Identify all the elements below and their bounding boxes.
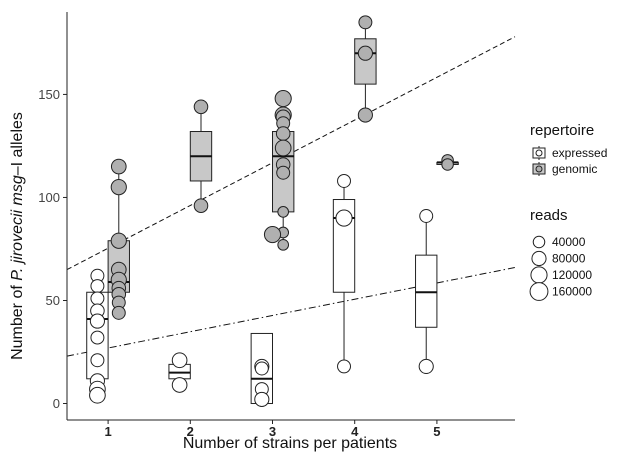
y-tick-label: 150 (38, 87, 60, 102)
legend-title-reads: reads (530, 207, 568, 224)
legend-size-label: 160000 (552, 285, 592, 299)
legend-size-circle (531, 250, 547, 267)
data-point-genomic (277, 239, 290, 251)
data-point-expressed (171, 352, 188, 369)
data-point-genomic (357, 107, 373, 123)
data-point-genomic (441, 158, 454, 171)
data-point-expressed (90, 291, 105, 306)
y-tick-label: 100 (38, 190, 60, 205)
legend-key-point-genomic (535, 165, 543, 173)
legend-size-label: 80000 (552, 252, 586, 266)
legend-size-label: 40000 (552, 235, 586, 249)
data-point-expressed (335, 209, 353, 227)
data-point-expressed (337, 359, 351, 374)
data-point-genomic (263, 225, 282, 244)
legend-label-expressed: expressed (552, 146, 607, 160)
data-point-genomic (357, 45, 373, 61)
y-tick-label: 50 (46, 293, 60, 308)
trend-line-expressed (66, 267, 516, 357)
data-point-genomic (110, 158, 127, 175)
y-axis-title: Number of P. jirovecii msg–I alleles (9, 112, 26, 360)
legend-label-genomic: genomic (552, 162, 597, 176)
data-point-expressed (90, 279, 105, 294)
data-point-genomic (111, 305, 126, 320)
legend-size-circle (532, 235, 546, 249)
data-point-expressed (171, 377, 188, 393)
legend-size-circle (530, 266, 548, 284)
data-point-genomic (193, 99, 209, 115)
data-point-genomic (274, 139, 292, 157)
x-tick-label: 1 (104, 424, 111, 439)
data-point-genomic (275, 126, 291, 141)
x-tick-label: 4 (351, 424, 359, 439)
x-axis-title: Number of strains per patients (183, 435, 397, 452)
data-point-expressed (90, 353, 105, 368)
legend-key-point-expressed (535, 149, 543, 157)
legend-size-circle (529, 282, 549, 301)
data-point-expressed (89, 313, 105, 329)
legend-title-repertoire: repertoire (530, 122, 594, 139)
y-tick-label: 0 (53, 396, 60, 411)
data-point-expressed (337, 173, 351, 188)
data-point-expressed (419, 209, 434, 223)
data-point-expressed (254, 361, 269, 376)
x-tick-label: 2 (187, 424, 194, 439)
data-point-genomic (274, 89, 292, 108)
data-point-genomic (110, 179, 127, 196)
legend: repertoire reads expressed genomic 40000 80… (529, 122, 607, 301)
data-point-expressed (418, 358, 434, 374)
axes: Number of P. jirovecii msg–I alleles Num… (9, 12, 515, 452)
box-genomic-4 (354, 38, 377, 85)
data-point-expressed (254, 391, 270, 407)
data-point-genomic (277, 206, 290, 218)
box-expressed-5 (415, 254, 438, 328)
data-point-genomic (358, 15, 373, 30)
data-point-genomic (276, 165, 291, 180)
data-point-genomic (110, 232, 127, 249)
plot-area (66, 15, 516, 407)
data-point-genomic (193, 198, 209, 213)
x-tick-label: 5 (433, 424, 440, 439)
data-point-expressed (89, 386, 106, 404)
legend-size-label: 120000 (552, 268, 592, 282)
x-tick-label: 3 (269, 424, 276, 439)
data-point-expressed (90, 330, 105, 345)
